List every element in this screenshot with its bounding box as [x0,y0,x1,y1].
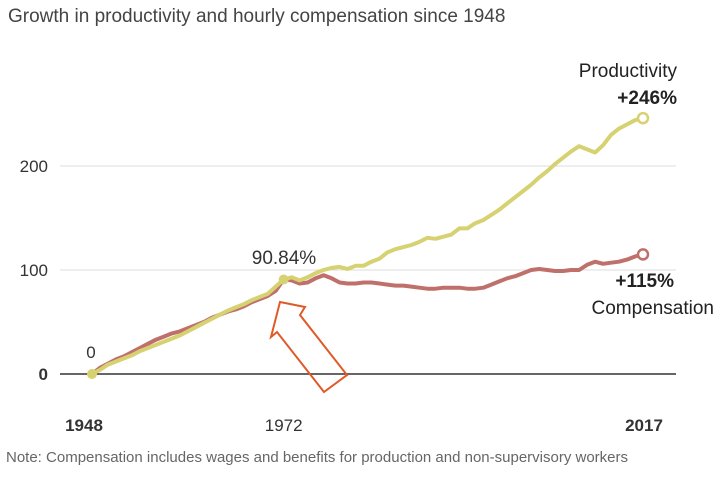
footnote: Note: Compensation includes wages and be… [6,449,629,466]
y-tick-label-0: 0 [39,365,48,384]
productivity-value-label: +246% [617,88,677,109]
productivity-line [90,116,645,376]
start-point-label: 0 [86,343,95,362]
x-tick-label-1948: 1948 [65,416,103,435]
arrow-shape [269,300,349,394]
start-point-marker [87,369,97,379]
x-tick-label-1972: 1972 [265,416,303,435]
arrow-annotation [269,300,349,394]
series-lines [90,111,650,376]
x-tick-label-2017: 2017 [625,416,663,435]
compensation-label: Compensation [591,298,714,319]
compensation-end-marker [636,248,650,261]
x-axis-ticks: 1948 1972 2017 [65,416,663,435]
productivity-end-marker [636,111,650,125]
label-1972: 90.84% [252,248,317,269]
marker-1972 [278,274,289,285]
y-tick-label-100: 100 [20,261,48,280]
compensation-value-label: +115% [615,271,674,292]
y-tick-label-200: 200 [20,157,48,176]
compensation-line [90,252,645,376]
productivity-label: Productivity [579,61,678,82]
chart-title: Growth in productivity and hourly compen… [8,6,506,27]
y-axis-ticks: 0 100 200 [20,157,48,384]
annotations: 0 90.84% Productivity +246% +115% Compensatio… [86,61,714,379]
